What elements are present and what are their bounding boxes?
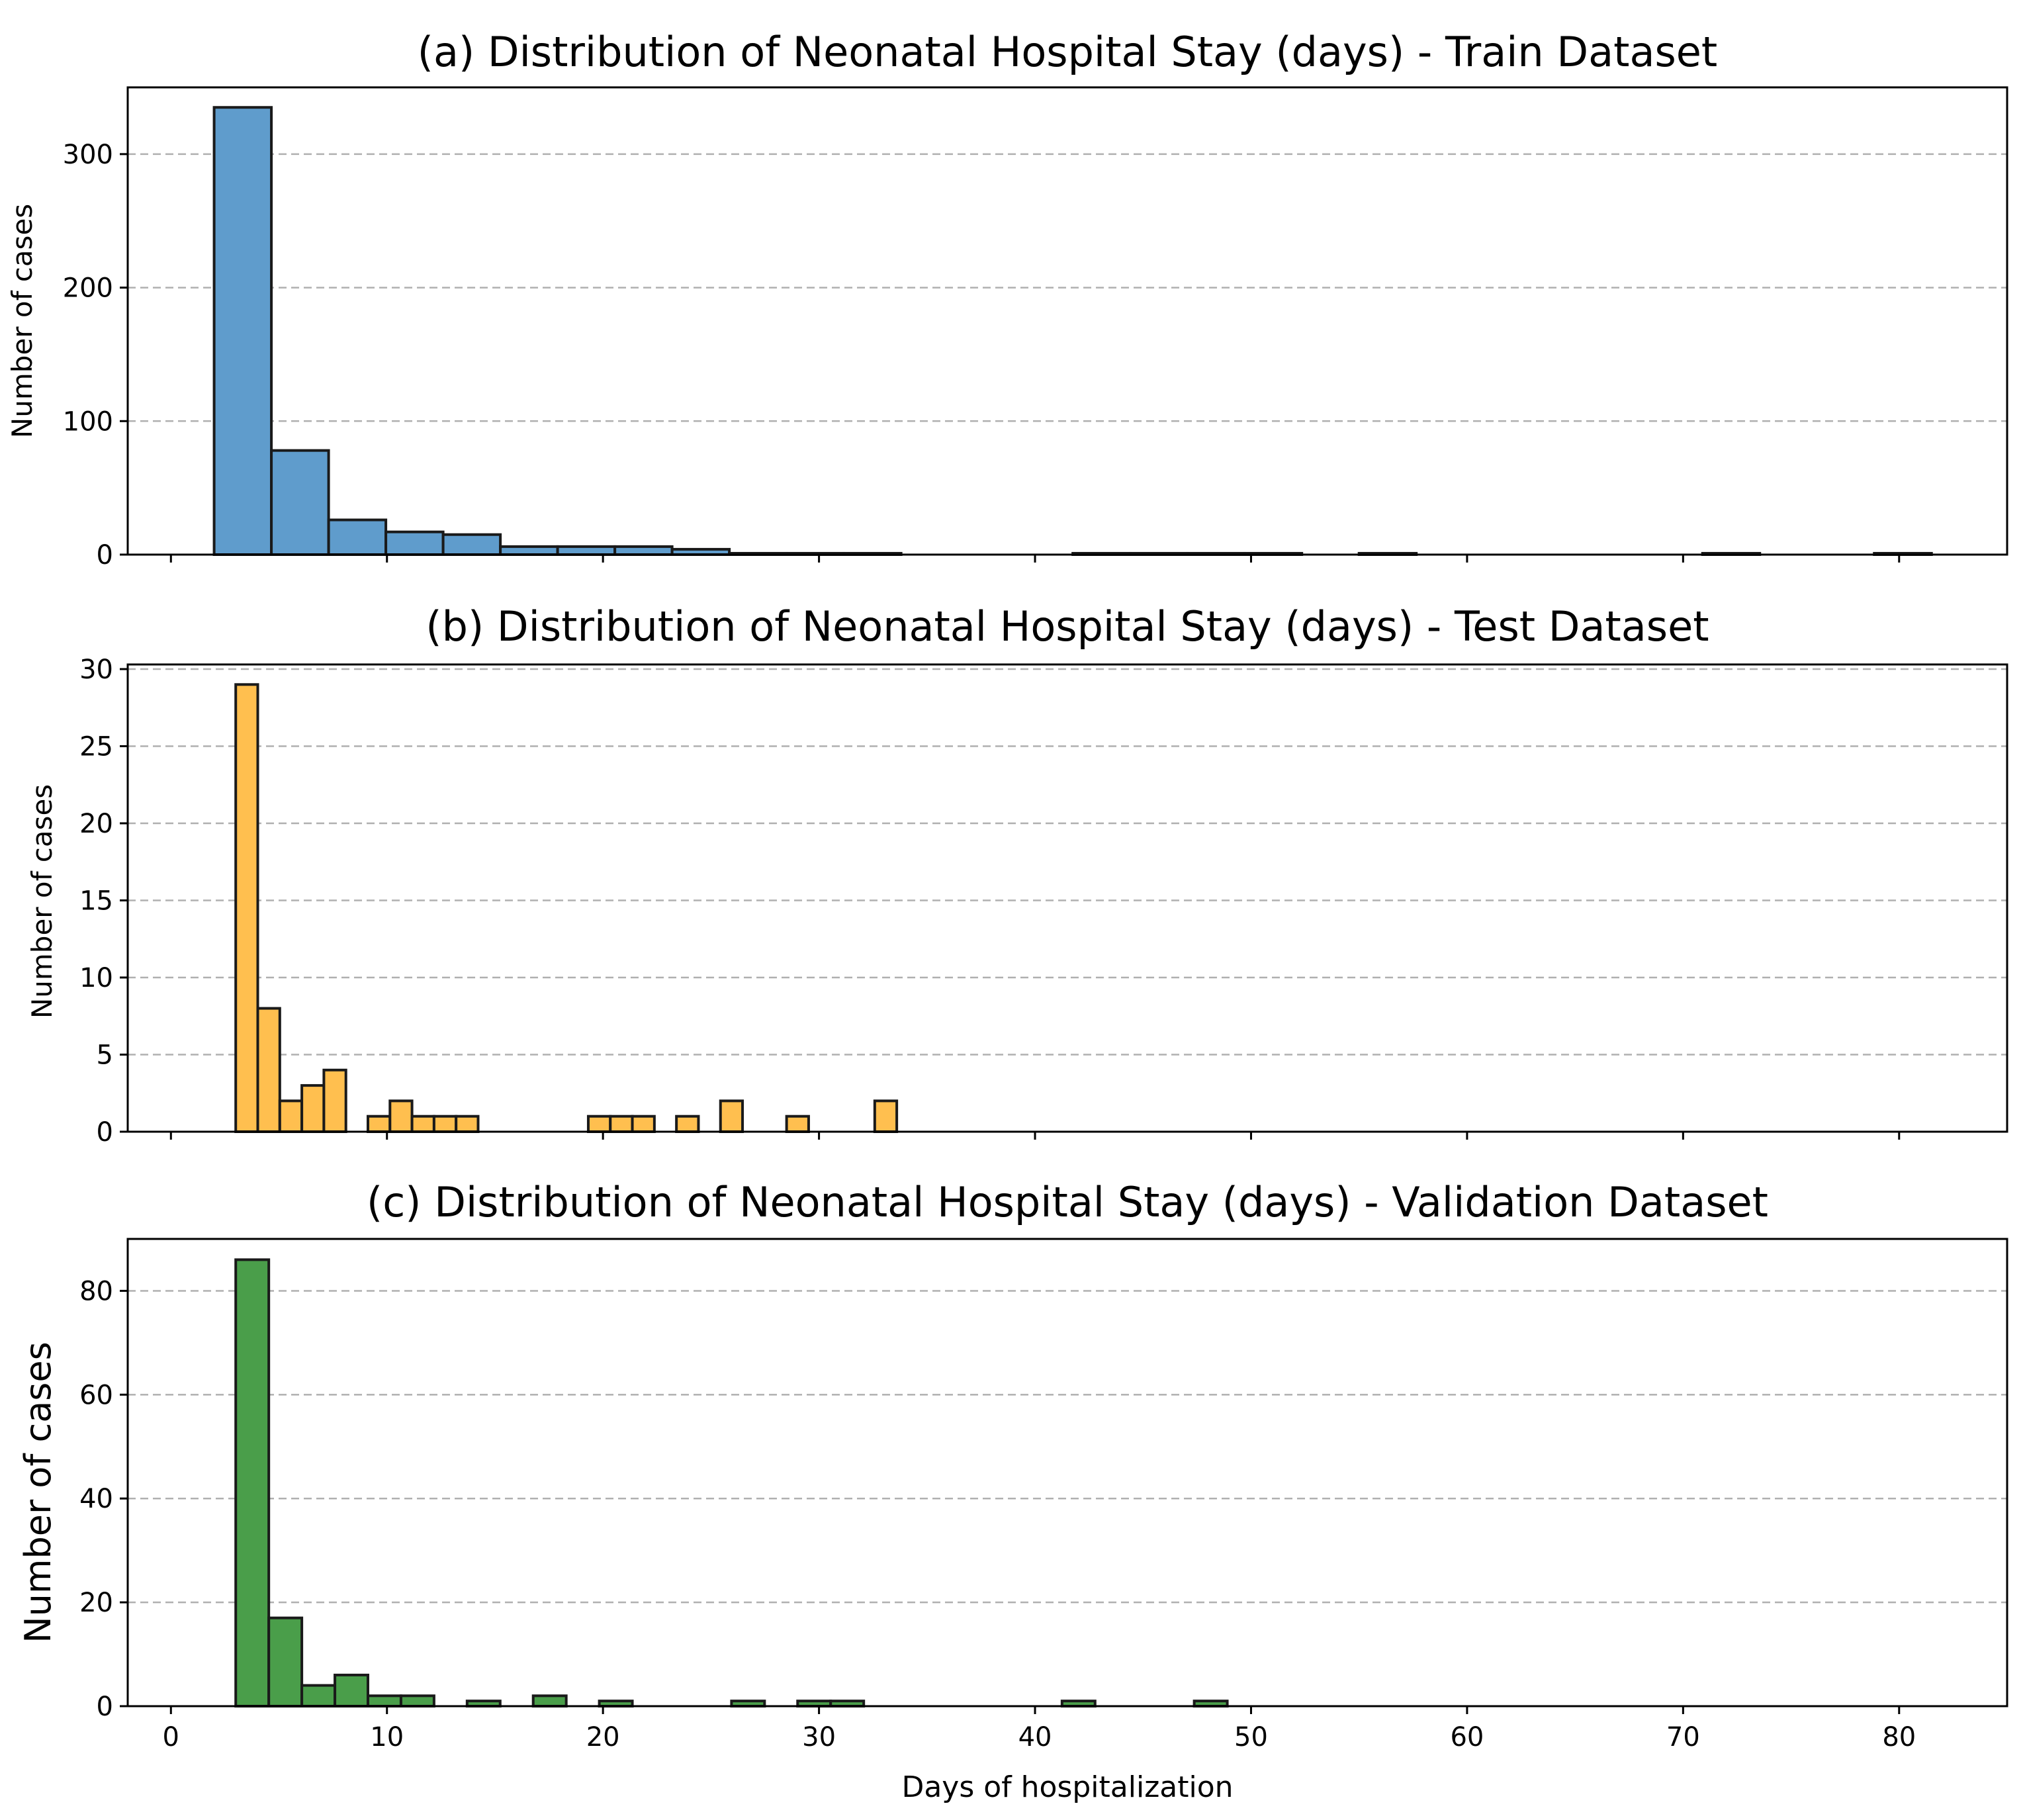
train-histogram-bar bbox=[556, 545, 617, 557]
train-chart-title: (a) Distribution of Neonatal Hospital St… bbox=[418, 28, 1717, 76]
test-histogram-bar bbox=[432, 1115, 458, 1134]
test-histogram-bar bbox=[322, 1068, 347, 1134]
validation-x-tick-label: 0 bbox=[163, 1722, 179, 1752]
test-histogram-bar bbox=[366, 1115, 392, 1134]
test-histogram-bar bbox=[410, 1115, 435, 1134]
validation-chart-title: (c) Distribution of Neonatal Hospital St… bbox=[367, 1178, 1768, 1226]
train-histogram-bar bbox=[613, 545, 674, 557]
test-y-tick-label: 5 bbox=[97, 1040, 113, 1070]
validation-x-tick-label: 20 bbox=[586, 1722, 620, 1752]
train-histogram-panel: (a) Distribution of Neonatal Hospital St… bbox=[6, 28, 2008, 570]
test-y-tick-label: 15 bbox=[79, 886, 113, 916]
validation-histogram-bar bbox=[366, 1694, 402, 1707]
validation-plot-frame bbox=[126, 1238, 2008, 1707]
test-y-tick-label: 10 bbox=[79, 963, 113, 993]
validation-x-tick-label: 50 bbox=[1234, 1722, 1268, 1752]
validation-y-axis-label: Number of cases bbox=[17, 1342, 59, 1643]
validation-x-tick-label: 70 bbox=[1666, 1722, 1700, 1752]
validation-x-tick-label: 80 bbox=[1882, 1722, 1916, 1752]
validation-x-axis-label: Days of hospitalization bbox=[901, 1770, 1233, 1804]
validation-histogram-bar bbox=[267, 1616, 304, 1708]
test-histogram-bar bbox=[300, 1084, 326, 1133]
test-histogram-bar bbox=[873, 1099, 899, 1133]
validation-histogram-panel: (c) Distribution of Neonatal Hospital St… bbox=[17, 1178, 2008, 1804]
validation-x-tick-label: 10 bbox=[370, 1722, 404, 1752]
train-plot-frame bbox=[126, 86, 2008, 556]
test-histogram-bar bbox=[278, 1099, 304, 1133]
test-y-tick-label: 20 bbox=[79, 809, 113, 839]
train-histogram-bar bbox=[499, 545, 559, 557]
test-histogram-bar bbox=[455, 1115, 480, 1134]
train-histogram-bar bbox=[441, 533, 502, 557]
test-histogram-panel: (b) Distribution of Neonatal Hospital St… bbox=[26, 602, 2008, 1148]
test-y-tick-label: 25 bbox=[79, 731, 113, 762]
train-histogram-bar bbox=[384, 530, 445, 556]
test-y-tick-label: 30 bbox=[79, 655, 113, 685]
train-y-tick-label: 0 bbox=[97, 540, 113, 570]
test-plot-frame bbox=[126, 663, 2008, 1133]
train-y-tick-label: 200 bbox=[63, 273, 113, 304]
test-histogram-bar bbox=[785, 1115, 810, 1134]
train-histogram-bar bbox=[270, 449, 330, 556]
test-histogram-bar bbox=[256, 1007, 281, 1134]
validation-y-tick-label: 60 bbox=[79, 1380, 113, 1410]
train-histogram-bar bbox=[212, 106, 273, 556]
validation-y-tick-label: 40 bbox=[79, 1484, 113, 1514]
test-y-tick-label: 0 bbox=[97, 1117, 113, 1148]
test-histogram-bar bbox=[675, 1115, 700, 1134]
train-y-axis-label: Number of cases bbox=[6, 204, 38, 438]
validation-y-tick-label: 20 bbox=[79, 1588, 113, 1618]
train-histogram-bar bbox=[327, 518, 388, 556]
train-y-tick-label: 300 bbox=[63, 140, 113, 170]
validation-histogram-bar bbox=[531, 1694, 568, 1707]
validation-y-tick-label: 80 bbox=[79, 1276, 113, 1306]
validation-histogram-bar bbox=[234, 1258, 271, 1707]
test-histogram-bar bbox=[388, 1099, 414, 1133]
test-histogram-bar bbox=[609, 1115, 634, 1134]
validation-y-tick-label: 0 bbox=[97, 1692, 113, 1722]
test-chart-title: (b) Distribution of Neonatal Hospital St… bbox=[426, 602, 1709, 651]
validation-histogram-bar bbox=[399, 1694, 435, 1707]
validation-histogram-bar bbox=[300, 1684, 337, 1708]
test-histogram-bar bbox=[586, 1115, 612, 1134]
validation-x-tick-label: 30 bbox=[802, 1722, 836, 1752]
validation-x-tick-label: 40 bbox=[1018, 1722, 1052, 1752]
test-y-axis-label: Number of cases bbox=[26, 784, 58, 1019]
validation-x-tick-label: 60 bbox=[1450, 1722, 1484, 1752]
validation-histogram-bar bbox=[334, 1673, 369, 1708]
test-histogram-bar bbox=[719, 1099, 744, 1133]
test-histogram-bar bbox=[631, 1115, 656, 1134]
test-histogram-bar bbox=[234, 683, 259, 1133]
train-y-tick-label: 100 bbox=[63, 406, 113, 437]
